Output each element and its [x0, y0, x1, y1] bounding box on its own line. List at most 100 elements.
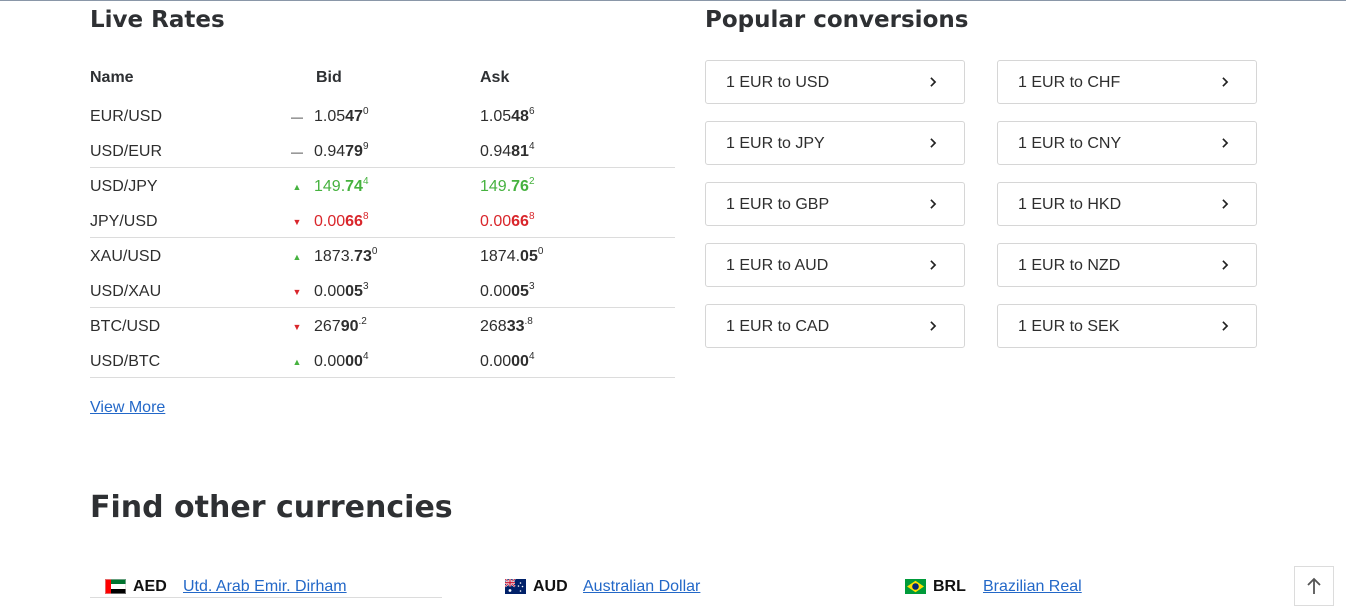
- arrow-up-icon: [1307, 577, 1321, 594]
- conversion-button-label: 1 EUR to CAD: [726, 318, 830, 335]
- currency-code: AUD: [533, 578, 568, 595]
- bid-value: 1873.730: [314, 246, 378, 266]
- chevron-right-icon: [1222, 138, 1229, 148]
- rate-pair-name: USD/JPY: [90, 178, 158, 195]
- bid-value-prefix: 149.: [314, 178, 346, 195]
- conversion-button-label: 1 EUR to SEK: [1018, 318, 1120, 335]
- bid-value-fraction: 4: [362, 176, 369, 187]
- flat-dash-icon: —: [291, 145, 303, 159]
- view-more-link[interactable]: View More: [90, 399, 166, 416]
- rate-pair-name: BTC/USD: [90, 318, 161, 335]
- bid-value-fraction: .2: [358, 316, 367, 327]
- ask-value-pips: 81: [511, 143, 529, 160]
- ask-value-prefix: 0.00: [480, 283, 512, 300]
- conversion-button[interactable]: 1 EUR to AUD: [705, 243, 965, 287]
- conversion-button-label: 1 EUR to CHF: [1018, 74, 1121, 91]
- bid-value-fraction: 9: [362, 141, 369, 152]
- rates-table: EUR/USD —1.05470 1.05486 USD/EUR —0.94799 0.9…: [90, 98, 675, 378]
- rate-row: EUR/USD —1.05470 1.05486: [90, 98, 675, 133]
- bid-value-pips: 73: [354, 248, 372, 265]
- bid-value: 0.00668: [314, 211, 369, 231]
- find-other-currencies-title: Find other currencies: [90, 490, 453, 525]
- conversion-button[interactable]: 1 EUR to NZD: [997, 243, 1257, 287]
- currency-code: AED: [133, 578, 167, 595]
- bid-value: 0.00053: [314, 281, 369, 301]
- rate-row: BTC/USD ▼ 26790.2 26833.8: [90, 308, 675, 343]
- ask-value-prefix: 149.: [480, 178, 512, 195]
- name-column-header: Name: [90, 69, 134, 86]
- up-triangle-icon: ▲: [292, 357, 302, 367]
- currency-name-link[interactable]: Utd. Arab Emir. Dirham: [183, 578, 347, 595]
- currency-name-link[interactable]: Australian Dollar: [583, 578, 701, 595]
- ask-value-fraction: 3: [528, 281, 535, 292]
- ask-value-fraction: 2: [528, 176, 535, 187]
- ask-value-prefix: 0.00: [480, 213, 512, 230]
- ask-value-pips: 48: [511, 108, 529, 125]
- currency-name-link[interactable]: Brazilian Real: [983, 578, 1082, 595]
- bid-value-pips: 05: [345, 283, 363, 300]
- rate-pair-name: USD/BTC: [90, 353, 161, 370]
- bid-column-header: Bid: [316, 69, 342, 86]
- ask-value-prefix: 1874.: [480, 248, 521, 265]
- rates-table-header: Name Bid Ask: [90, 69, 675, 89]
- conversion-button[interactable]: 1 EUR to JPY: [705, 121, 965, 165]
- chevron-right-icon: [930, 138, 937, 148]
- chevron-right-icon: [930, 260, 937, 270]
- bid-value-fraction: 0: [362, 106, 369, 117]
- ask-value-fraction: 4: [528, 351, 535, 362]
- ask-value: 0.00668: [480, 211, 535, 231]
- bid-value-prefix: 1.05: [314, 108, 346, 125]
- flat-dash-icon: —: [291, 110, 303, 124]
- ask-value-fraction: 6: [528, 106, 535, 117]
- bid-value-fraction: 3: [362, 281, 369, 292]
- ask-value-pips: 00: [511, 353, 529, 370]
- conversion-button[interactable]: 1 EUR to CHF: [997, 60, 1257, 104]
- conversion-button-label: 1 EUR to GBP: [726, 196, 830, 213]
- up-triangle-icon: ▲: [292, 252, 302, 262]
- ask-value: 149.762: [480, 176, 535, 196]
- ask-value-pips: 33: [506, 318, 525, 335]
- ask-value-fraction: 0: [537, 246, 544, 257]
- conversion-button[interactable]: 1 EUR to CNY: [997, 121, 1257, 165]
- chevron-right-icon: [1222, 199, 1229, 209]
- conversion-button[interactable]: 1 EUR to GBP: [705, 182, 965, 226]
- rate-pair-name: USD/XAU: [90, 283, 162, 300]
- rate-pair-name: JPY/USD: [90, 213, 158, 230]
- conversion-button-label: 1 EUR to AUD: [726, 257, 829, 274]
- bid-value-pips: 00: [345, 353, 363, 370]
- uae-flag-icon: [105, 579, 126, 594]
- ask-value-pips: 66: [511, 213, 529, 230]
- rate-row: USD/XAU ▼ 0.00053 0.00053: [90, 273, 675, 308]
- rate-row: USD/EUR —0.94799 0.94814: [90, 133, 675, 168]
- conversion-button[interactable]: 1 EUR to USD: [705, 60, 965, 104]
- rate-row: USD/BTC ▲ 0.00004 0.00004: [90, 343, 675, 378]
- ask-value-pips: 05: [511, 283, 529, 300]
- brazil-flag-icon: [905, 579, 926, 594]
- rate-pair-name: USD/EUR: [90, 143, 163, 160]
- ask-value-fraction: 8: [528, 211, 535, 222]
- ask-value: 1.05486: [480, 106, 535, 126]
- conversion-button-label: 1 EUR to NZD: [1018, 257, 1121, 274]
- bid-value-pips: 74: [345, 178, 363, 195]
- rate-row: JPY/USD ▼ 0.00668 0.00668: [90, 203, 675, 238]
- bid-value-fraction: 8: [362, 211, 369, 222]
- bid-value-pips: 47: [345, 108, 363, 125]
- bid-value-prefix: 267: [314, 318, 341, 335]
- ask-value-prefix: 0.00: [480, 353, 512, 370]
- conversion-button[interactable]: 1 EUR to CAD: [705, 304, 965, 348]
- bid-value: 0.94799: [314, 141, 369, 161]
- chevron-right-icon: [1222, 260, 1229, 270]
- conversion-button-label: 1 EUR to USD: [726, 74, 830, 91]
- bid-value-pips: 90: [340, 318, 359, 335]
- ask-value-fraction: .8: [524, 316, 533, 327]
- down-triangle-icon: ▼: [292, 287, 302, 297]
- ask-value: 26833.8: [480, 316, 533, 336]
- currency-row-divider: [90, 597, 442, 598]
- bid-value: 1.05470: [314, 106, 369, 126]
- chevron-right-icon: [1222, 321, 1229, 331]
- bid-value: 26790.2: [314, 316, 367, 336]
- conversion-button[interactable]: 1 EUR to HKD: [997, 182, 1257, 226]
- scroll-to-top-button[interactable]: [1294, 566, 1334, 606]
- conversion-button[interactable]: 1 EUR to SEK: [997, 304, 1257, 348]
- bid-value-fraction: 0: [371, 246, 378, 257]
